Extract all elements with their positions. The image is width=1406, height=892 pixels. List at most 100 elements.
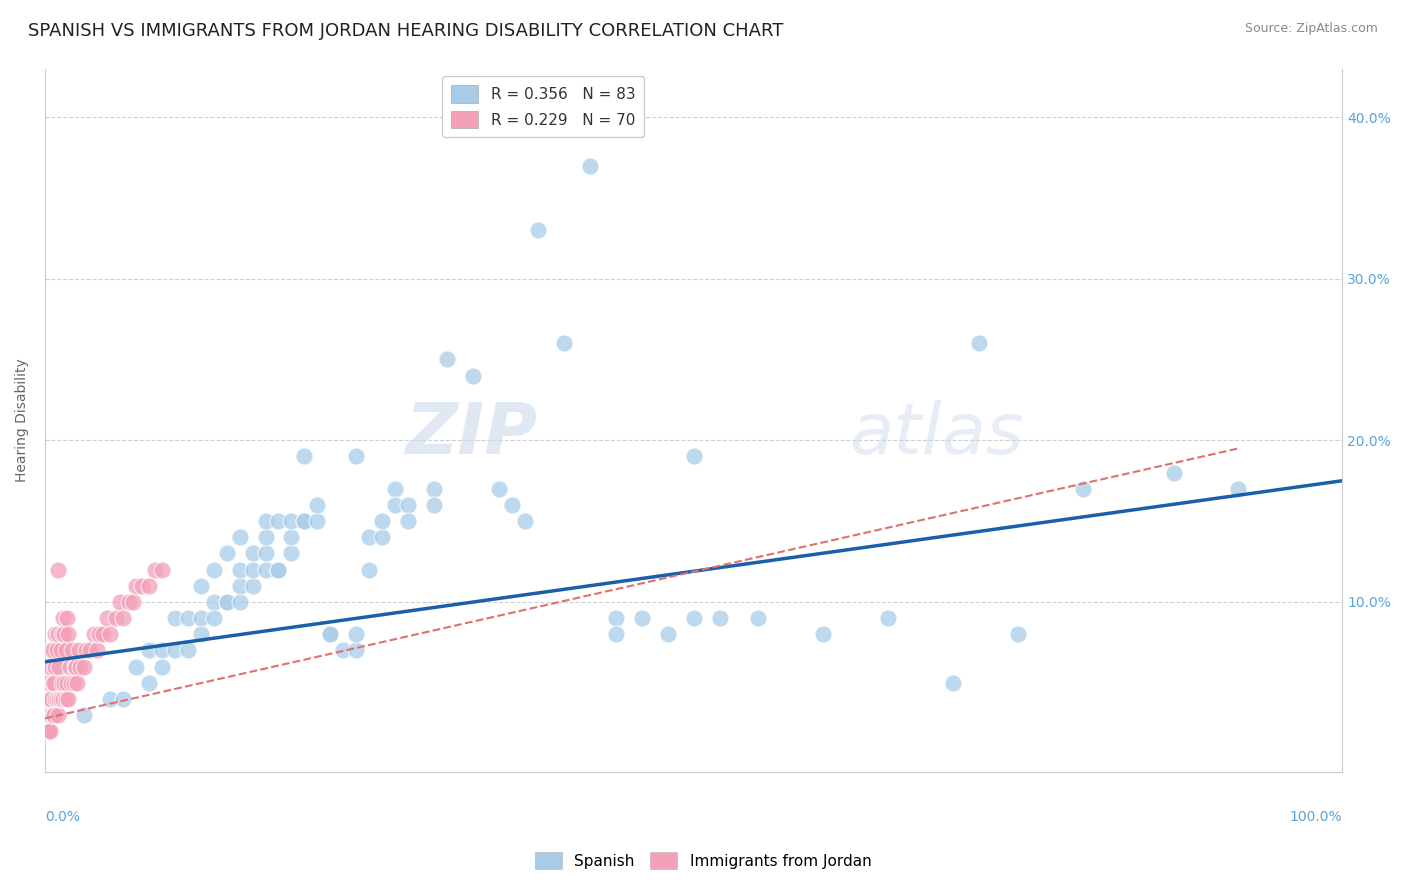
Point (44, 692, 66, 706)
Point (55, 643, 77, 657)
Point (51, 627, 73, 641)
Point (131, 579, 153, 593)
Point (371, 530, 394, 544)
Point (41, 708, 63, 723)
Point (579, 159, 602, 173)
Point (359, 530, 381, 544)
Point (332, 643, 354, 657)
Point (44, 627, 66, 641)
Point (42, 708, 65, 723)
Point (942, 675, 965, 690)
Point (53, 627, 76, 641)
Point (267, 563, 290, 577)
Point (143, 563, 166, 577)
Point (228, 530, 250, 544)
Point (150, 563, 173, 577)
Text: 100.0%: 100.0% (1289, 810, 1343, 824)
Point (682, 450, 704, 464)
Point (138, 643, 160, 657)
Point (45, 692, 67, 706)
Point (1071, 482, 1094, 496)
Point (42, 708, 65, 723)
Point (52, 611, 75, 625)
Point (254, 546, 277, 560)
Point (59, 659, 82, 673)
Point (38, 708, 60, 723)
Point (125, 659, 148, 673)
Point (111, 611, 134, 625)
Point (86, 643, 108, 657)
Point (42, 643, 65, 657)
Text: 0.0%: 0.0% (45, 810, 80, 824)
Point (83, 627, 105, 641)
Point (42, 675, 65, 690)
Point (280, 514, 302, 528)
Point (93, 627, 115, 641)
Point (98, 692, 121, 706)
Point (384, 498, 406, 512)
Point (42, 675, 65, 690)
Point (202, 595, 225, 609)
Point (105, 611, 128, 625)
Point (65, 659, 87, 673)
Point (461, 368, 484, 383)
Point (319, 627, 342, 641)
Point (319, 627, 342, 641)
Point (228, 579, 250, 593)
Point (67, 643, 90, 657)
Point (488, 482, 510, 496)
Point (359, 563, 381, 577)
Text: atlas: atlas (849, 400, 1024, 468)
Point (423, 498, 446, 512)
Point (344, 450, 367, 464)
Point (267, 563, 290, 577)
Point (35, 724, 58, 739)
Point (58, 627, 80, 641)
Point (1227, 482, 1250, 496)
Point (1163, 466, 1185, 480)
Point (66, 675, 89, 690)
Point (436, 352, 458, 367)
Point (73, 659, 96, 673)
Point (242, 579, 264, 593)
Point (215, 595, 238, 609)
Legend: R = 0.356   N = 83, R = 0.229   N = 70: R = 0.356 N = 83, R = 0.229 N = 70 (441, 76, 644, 137)
Point (60, 643, 83, 657)
Point (41, 692, 63, 706)
Point (96, 611, 118, 625)
Point (344, 627, 367, 641)
Point (51, 675, 73, 690)
Point (56, 611, 79, 625)
Point (605, 611, 627, 625)
Point (384, 482, 406, 496)
Text: Source: ZipAtlas.com: Source: ZipAtlas.com (1244, 22, 1378, 36)
Point (138, 675, 160, 690)
Point (41, 643, 63, 657)
Point (125, 579, 148, 593)
Point (76, 643, 98, 657)
Point (967, 336, 990, 351)
Point (53, 675, 76, 690)
Point (747, 611, 769, 625)
Point (877, 611, 900, 625)
Point (202, 563, 225, 577)
Point (49, 643, 72, 657)
Point (228, 563, 250, 577)
Point (605, 627, 627, 641)
Point (46, 627, 69, 641)
Point (37, 724, 59, 739)
Point (46, 708, 69, 723)
Point (163, 611, 186, 625)
Point (1007, 627, 1029, 641)
Point (176, 643, 198, 657)
Point (176, 611, 198, 625)
Point (344, 643, 367, 657)
Point (254, 563, 277, 577)
Point (254, 530, 277, 544)
Point (38, 724, 60, 739)
Point (39, 659, 62, 673)
Point (62, 675, 84, 690)
Point (709, 611, 731, 625)
Point (813, 627, 835, 641)
Point (122, 595, 145, 609)
